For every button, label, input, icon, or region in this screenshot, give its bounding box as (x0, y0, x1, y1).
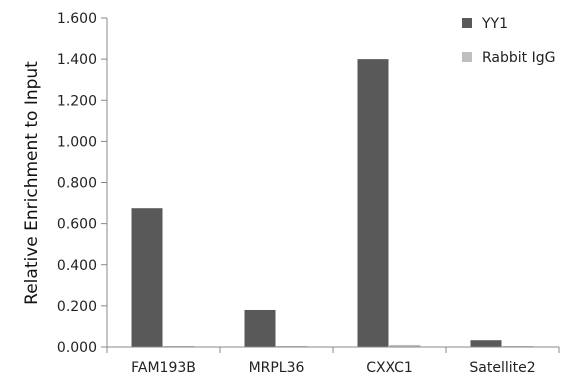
bar-yy1-fam193b (131, 208, 163, 347)
bar-yy1-mrpl36 (244, 309, 276, 347)
y-tick-label: 1.400 (57, 52, 97, 68)
bars (131, 59, 534, 347)
y-tick-label: 0.000 (57, 340, 97, 356)
bar-rabbit-igg-cxxc1 (389, 344, 421, 347)
legend: YY1 Rabbit IgG (462, 16, 555, 66)
y-tick-label: 0.200 (57, 299, 97, 315)
y-axis: 0.000 0.200 0.400 0.600 0.800 1.000 1.200 1.400… (57, 11, 107, 356)
axes (106, 18, 560, 353)
bar-yy1-satellite2 (470, 340, 502, 347)
y-tick-label: 0.600 (57, 217, 97, 233)
y-tick-label: 1.200 (57, 93, 97, 109)
x-axis: FAM193B MRPL36 CXXC1 Satellite2 (131, 360, 536, 376)
y-tick-label: 1.000 (57, 134, 97, 150)
y-tick-label: 0.400 (57, 258, 97, 274)
x-tick-label: Satellite2 (469, 360, 535, 376)
bar-yy1-cxxc1 (357, 59, 389, 347)
x-tick-label: MRPL36 (249, 360, 305, 376)
y-tick-label: 0.800 (57, 176, 97, 192)
legend-label: YY1 (481, 16, 508, 32)
y-tick-label: 1.600 (57, 11, 97, 27)
legend-swatch (462, 52, 472, 62)
x-tick-label: CXXC1 (366, 360, 413, 376)
x-tick-label: FAM193B (131, 360, 196, 376)
y-axis-title: Relative Enrichment to Input (22, 61, 42, 305)
legend-swatch (462, 18, 472, 28)
legend-label: Rabbit IgG (482, 50, 555, 66)
